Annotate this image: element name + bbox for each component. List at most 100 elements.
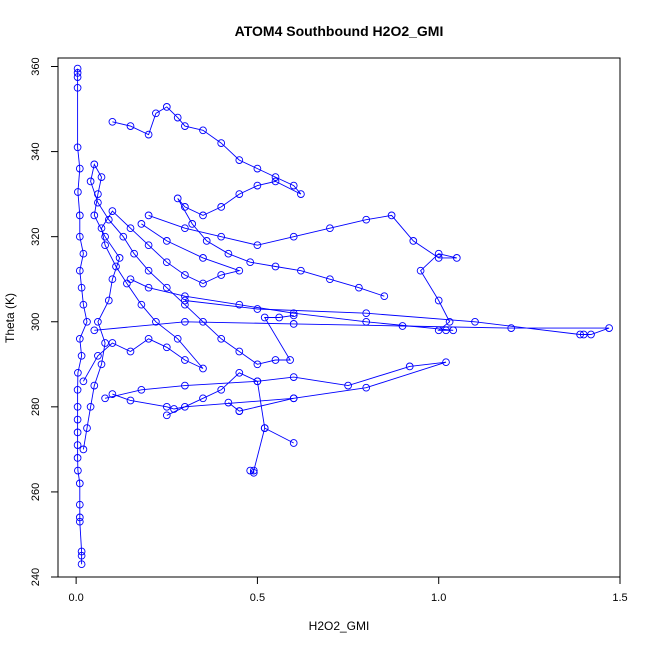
data-point [217,232,226,241]
data-point [75,232,84,241]
data-point [108,390,117,398]
data-point [181,271,189,279]
data-point [74,466,82,475]
data-point [90,381,99,390]
data-point [73,64,82,73]
data-point [152,317,160,326]
data-point [235,407,244,415]
data-point [275,313,284,322]
data-point [416,266,425,275]
data-point [73,83,82,92]
data-point [217,271,226,279]
y-axis: 240 260 280 300 320 340 360 [30,57,59,586]
data-point [162,258,171,267]
data-point [104,296,113,305]
data-point [181,296,189,305]
data-point [101,339,109,347]
data-point [181,292,189,301]
data-point [380,292,389,301]
y-tick-label: 360 [30,57,42,75]
x-tick-label: 0.5 [250,592,265,604]
data-point [289,232,298,241]
data-point [126,122,135,130]
data-point [75,517,84,526]
data-point [75,479,84,488]
data-point [77,351,86,360]
data-point [137,220,146,228]
data-point [326,224,334,233]
data-point [162,103,171,111]
y-tick-label: 260 [30,483,42,501]
x-tick-label: 1.0 [431,592,446,604]
data-point [235,347,244,356]
data-point [289,311,298,320]
series-line [104,361,447,412]
data-point [271,356,280,364]
data-point [162,237,171,245]
series-line [77,68,88,565]
data-point [90,326,99,335]
data-point [355,283,363,292]
data-point [162,343,171,352]
data-point [181,122,189,130]
x-tick-label: 1.5 [612,592,627,604]
data-point [77,283,86,292]
data-point [137,385,146,394]
data-point [246,466,255,475]
data-point [442,358,450,367]
data-point [224,398,233,407]
data-point [144,211,153,220]
series-line [94,300,610,335]
data-point [86,402,95,411]
y-tick-label: 280 [30,398,42,416]
x-tick-label: 0.0 [68,592,83,604]
data-point [130,249,138,258]
data-point [86,177,95,186]
series-line [130,214,457,331]
data-point [126,396,135,405]
data-point [181,317,189,326]
y-tick-label: 240 [30,568,42,586]
data-point [217,334,226,343]
series-line [166,372,294,474]
data-point [362,383,371,392]
data-point [471,317,479,326]
data-point [202,237,211,245]
data-point [94,317,102,326]
data-point [79,300,88,309]
data-point [297,266,305,275]
series-line [112,106,385,297]
data-point [75,211,84,220]
data-point [199,279,207,288]
data-point [101,241,109,250]
data-point [144,334,153,343]
data-point [123,279,131,288]
data-point [75,266,84,275]
data-point [162,402,171,411]
data-point [101,232,109,241]
data-point [249,466,258,475]
data-point [235,368,244,377]
data-point [605,324,613,332]
data-point [362,309,371,318]
data-point [507,324,516,332]
data-point [101,394,109,403]
data-point [97,360,106,369]
data-point [94,351,102,360]
data-point [260,313,269,322]
data-point [235,266,244,275]
data-point [289,439,298,447]
data-point [271,173,280,181]
data-point [73,441,82,449]
data-point [297,190,305,198]
data-point [73,428,82,437]
data-point [126,347,135,356]
data-point [235,156,244,164]
data-point [253,164,262,173]
data-point [246,258,255,267]
data-point [181,402,189,411]
data-point [253,181,262,190]
data-point [199,394,207,403]
data-point [108,117,117,126]
